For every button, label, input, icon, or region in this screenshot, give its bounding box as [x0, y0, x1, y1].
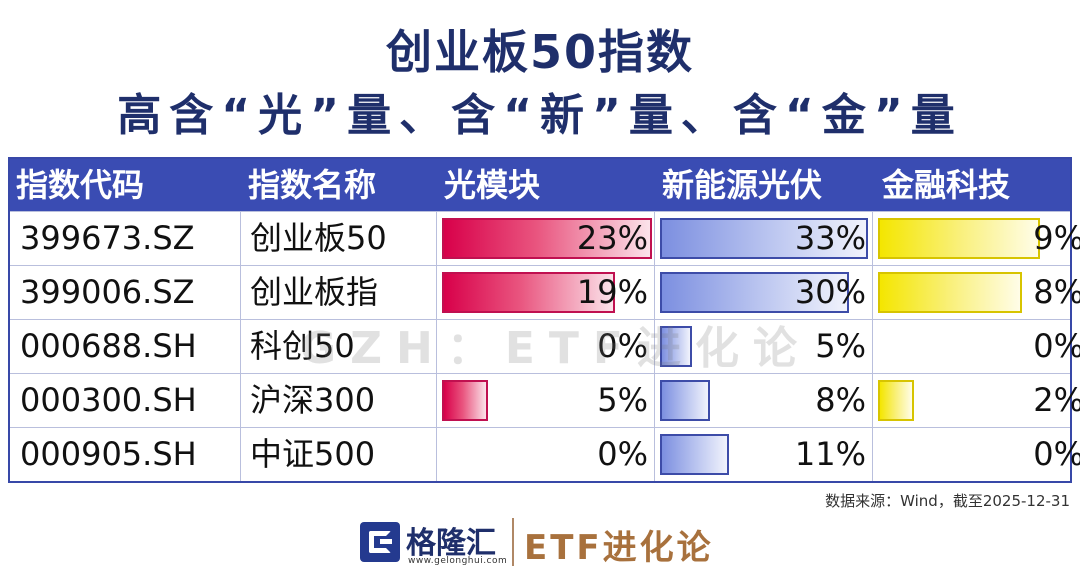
fintech-bar [878, 272, 1022, 313]
column-divider [240, 211, 241, 481]
new-energy-pv-bar [660, 326, 692, 367]
new-energy-pv-value: 8% [815, 381, 866, 419]
new-energy-pv-bar [660, 380, 711, 421]
data-source-note: 数据来源：Wind，截至2025-12-31 [825, 492, 1070, 510]
fintech-value: 0% [1033, 435, 1080, 473]
table-row: 399006.SZ 创业板指 19% 30% 8% [10, 265, 1080, 319]
gelonghui-logo-url: www.gelonghui.com [408, 556, 508, 566]
header-optical-module: 光模块 [444, 166, 541, 204]
index-name-cell: 创业板指 [250, 273, 379, 311]
header-index-code: 指数代码 [16, 166, 145, 204]
optical-module-bar [442, 218, 652, 259]
fintech-value: 9% [1033, 219, 1080, 257]
optical-module-bar [442, 380, 488, 421]
header-index-name: 指数名称 [248, 166, 377, 204]
table-row: 399673.SZ 创业板50 23% 33% 9% [10, 211, 1080, 265]
header-fintech: 金融科技 [882, 166, 1011, 204]
index-name-cell: 科创50 [250, 327, 355, 365]
index-name-cell: 沪深300 [250, 381, 376, 419]
column-divider [654, 211, 655, 481]
new-energy-pv-cell: 33% [656, 212, 872, 265]
new-energy-pv-value: 5% [815, 327, 866, 365]
new-energy-pv-bar [660, 272, 850, 313]
chart-subtitle: 高含“光”量、含“新”量、含“金”量 [117, 90, 963, 141]
fintech-cell: 0% [874, 320, 1080, 373]
index-code-cell: 399673.SZ [20, 219, 195, 257]
table-header: 指数代码 指数名称 光模块 新能源光伏 金融科技 [10, 159, 1070, 211]
optical-module-value: 19% [576, 273, 648, 311]
index-code-cell: 000300.SH [20, 381, 197, 419]
new-energy-pv-bar [660, 218, 868, 259]
new-energy-pv-cell: 5% [656, 320, 872, 373]
index-code-cell: 000905.SH [20, 435, 197, 473]
gelonghui-g-icon [360, 522, 400, 562]
table-row: 000905.SH 中证500 0% 11% 0% [10, 427, 1080, 481]
index-code-cell: 399006.SZ [20, 273, 195, 311]
fintech-bar [878, 218, 1040, 259]
gelonghui-logo-name: 格隆汇 [406, 526, 496, 561]
etf-brand-logo: ETF进化论 [524, 528, 714, 568]
optical-module-value: 0% [597, 327, 648, 365]
new-energy-pv-cell: 30% [656, 266, 872, 319]
new-energy-pv-value: 11% [794, 435, 866, 473]
optical-module-value: 23% [576, 219, 648, 257]
fintech-cell: 9% [874, 212, 1080, 265]
fintech-cell: 2% [874, 374, 1080, 427]
new-energy-pv-cell: 11% [656, 428, 872, 481]
new-energy-pv-value: 30% [794, 273, 866, 311]
index-name-cell: 创业板50 [250, 219, 387, 257]
fintech-value: 8% [1033, 273, 1080, 311]
fintech-value: 0% [1033, 327, 1080, 365]
column-divider [436, 211, 437, 481]
chart-title: 创业板50指数 [385, 25, 694, 79]
index-name-cell: 中证500 [250, 435, 376, 473]
index-table: 指数代码 指数名称 光模块 新能源光伏 金融科技 399673.SZ 创业板50 2… [8, 157, 1080, 483]
index-code-cell: 000688.SH [20, 327, 197, 365]
optical-module-value: 5% [597, 381, 648, 419]
optical-module-cell: 5% [438, 374, 654, 427]
new-energy-pv-bar [660, 434, 730, 475]
logo-divider [512, 518, 514, 566]
footer-logos: 格隆汇 www.gelonghui.com ETF进化论 [0, 514, 1080, 574]
optical-module-cell: 23% [438, 212, 654, 265]
optical-module-cell: 0% [438, 320, 654, 373]
table-row: 000300.SH 沪深300 5% 8% 2% [10, 373, 1080, 427]
table-row: 000688.SH 科创50 0% 5% 0% [10, 319, 1080, 373]
fintech-bar [878, 380, 914, 421]
optical-module-cell: 19% [438, 266, 654, 319]
optical-module-value: 0% [597, 435, 648, 473]
column-divider [872, 211, 873, 481]
fintech-value: 2% [1033, 381, 1080, 419]
header-new-energy-pv: 新能源光伏 [662, 166, 823, 204]
optical-module-cell: 0% [438, 428, 654, 481]
fintech-cell: 0% [874, 428, 1080, 481]
optical-module-bar [442, 272, 616, 313]
new-energy-pv-value: 33% [794, 219, 866, 257]
fintech-cell: 8% [874, 266, 1080, 319]
new-energy-pv-cell: 8% [656, 374, 872, 427]
